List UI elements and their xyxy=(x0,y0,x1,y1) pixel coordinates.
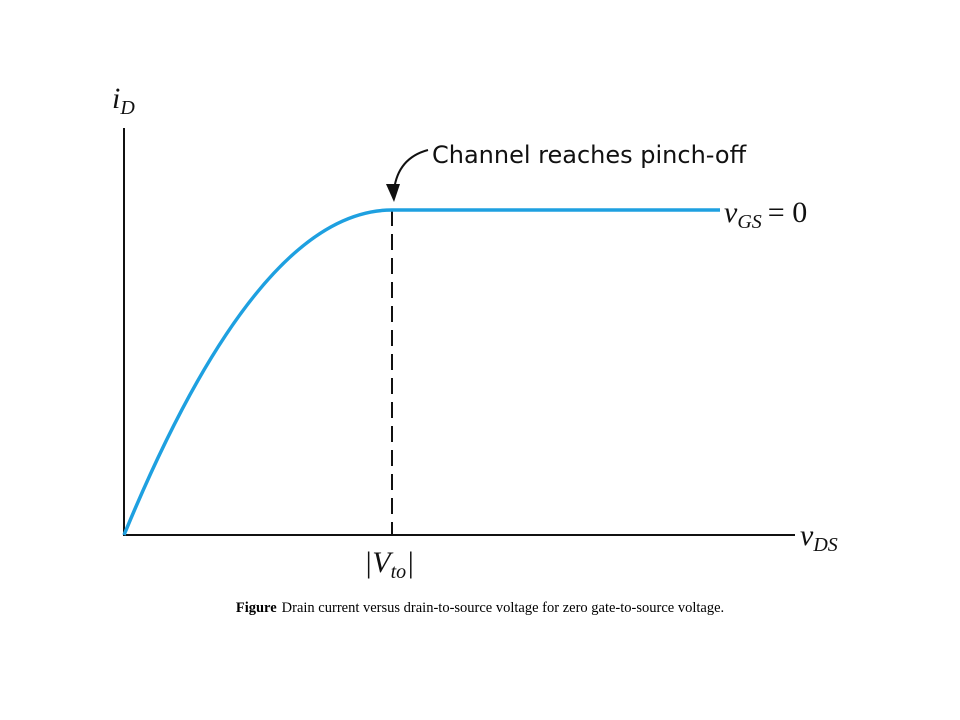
x-axis-label: vDS xyxy=(800,519,838,556)
label-main: v xyxy=(724,196,738,229)
label-prefix: |V xyxy=(364,546,394,579)
label-main: v xyxy=(800,519,814,552)
label-sub: DS xyxy=(812,534,837,556)
caption: Figure Drain current versus drain-to-sour… xyxy=(236,600,724,616)
annotation: Channel reaches pinch-off xyxy=(432,141,747,169)
label-suffix: | xyxy=(406,546,414,579)
label-main: i xyxy=(112,82,120,115)
y-axis-label: iD xyxy=(112,82,135,119)
label-suffix: = 0 xyxy=(768,196,807,229)
caption-text: Drain current versus drain-to-source vol… xyxy=(282,600,724,616)
label-sub: D xyxy=(119,97,135,119)
curve-label: vGS = 0 xyxy=(724,196,807,233)
arrow-head xyxy=(386,184,400,202)
label-sub: GS xyxy=(737,211,761,233)
label-sub: to xyxy=(391,561,407,583)
marker-label: |Vto| xyxy=(364,546,414,583)
drain-current-curve xyxy=(122,208,720,536)
caption-label: Figure xyxy=(236,600,277,616)
